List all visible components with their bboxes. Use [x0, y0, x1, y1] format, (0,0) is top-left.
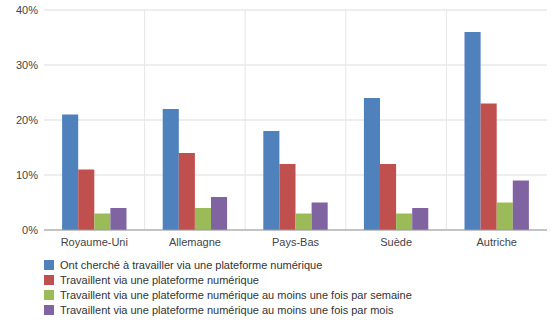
x-tick-label: Royaume-Uni [61, 236, 128, 248]
legend-swatch [44, 290, 54, 300]
x-tick-label: Allemagne [169, 236, 221, 248]
y-tick-label: 20% [16, 114, 38, 126]
bar [279, 164, 295, 230]
y-tick-label: 0% [22, 224, 38, 236]
group-separator [245, 10, 246, 230]
bar [78, 170, 94, 231]
legend-swatch [44, 260, 54, 270]
x-tick-label: Suède [380, 236, 412, 248]
bar [481, 104, 497, 231]
bar [364, 98, 380, 230]
bar [94, 214, 110, 231]
chart: 0% 10% 20% 30% 40% Royaume-Uni Allemagne Pays-B… [0, 0, 557, 322]
group-separator [446, 10, 447, 230]
group-separator [345, 10, 346, 230]
y-tick-label: 30% [16, 59, 38, 71]
legend: Ont cherché à travailler via une platefo… [44, 259, 412, 316]
y-tick-label: 40% [16, 4, 38, 16]
x-axis-line [44, 230, 547, 231]
bar [380, 164, 396, 230]
bar [195, 208, 211, 230]
bar [179, 153, 195, 230]
legend-swatch [44, 305, 54, 315]
legend-label: Travaillent via une plateforme numérique [60, 274, 259, 286]
x-tick-label: Pays-Bas [272, 236, 320, 248]
x-tick-label: Autriche [477, 236, 517, 248]
bar [263, 131, 279, 230]
bar [62, 115, 78, 231]
bar [163, 109, 179, 230]
bar [211, 197, 227, 230]
bar [396, 214, 412, 231]
bar [296, 214, 312, 231]
bar [497, 203, 513, 231]
bar [465, 32, 481, 230]
y-tick-label: 10% [16, 169, 38, 181]
grid-line [44, 230, 547, 231]
bar [412, 208, 428, 230]
bar [513, 181, 529, 231]
legend-label: Travaillent via une plateforme numérique… [60, 289, 412, 301]
legend-swatch [44, 275, 54, 285]
grid [44, 10, 547, 230]
bar [312, 203, 328, 231]
legend-label: Ont cherché à travailler via une platefo… [60, 259, 322, 271]
group-separator [144, 10, 145, 230]
legend-label: Travaillent via une plateforme numérique… [60, 304, 394, 316]
bar [110, 208, 126, 230]
grid-line [44, 10, 547, 11]
bars [62, 32, 529, 230]
